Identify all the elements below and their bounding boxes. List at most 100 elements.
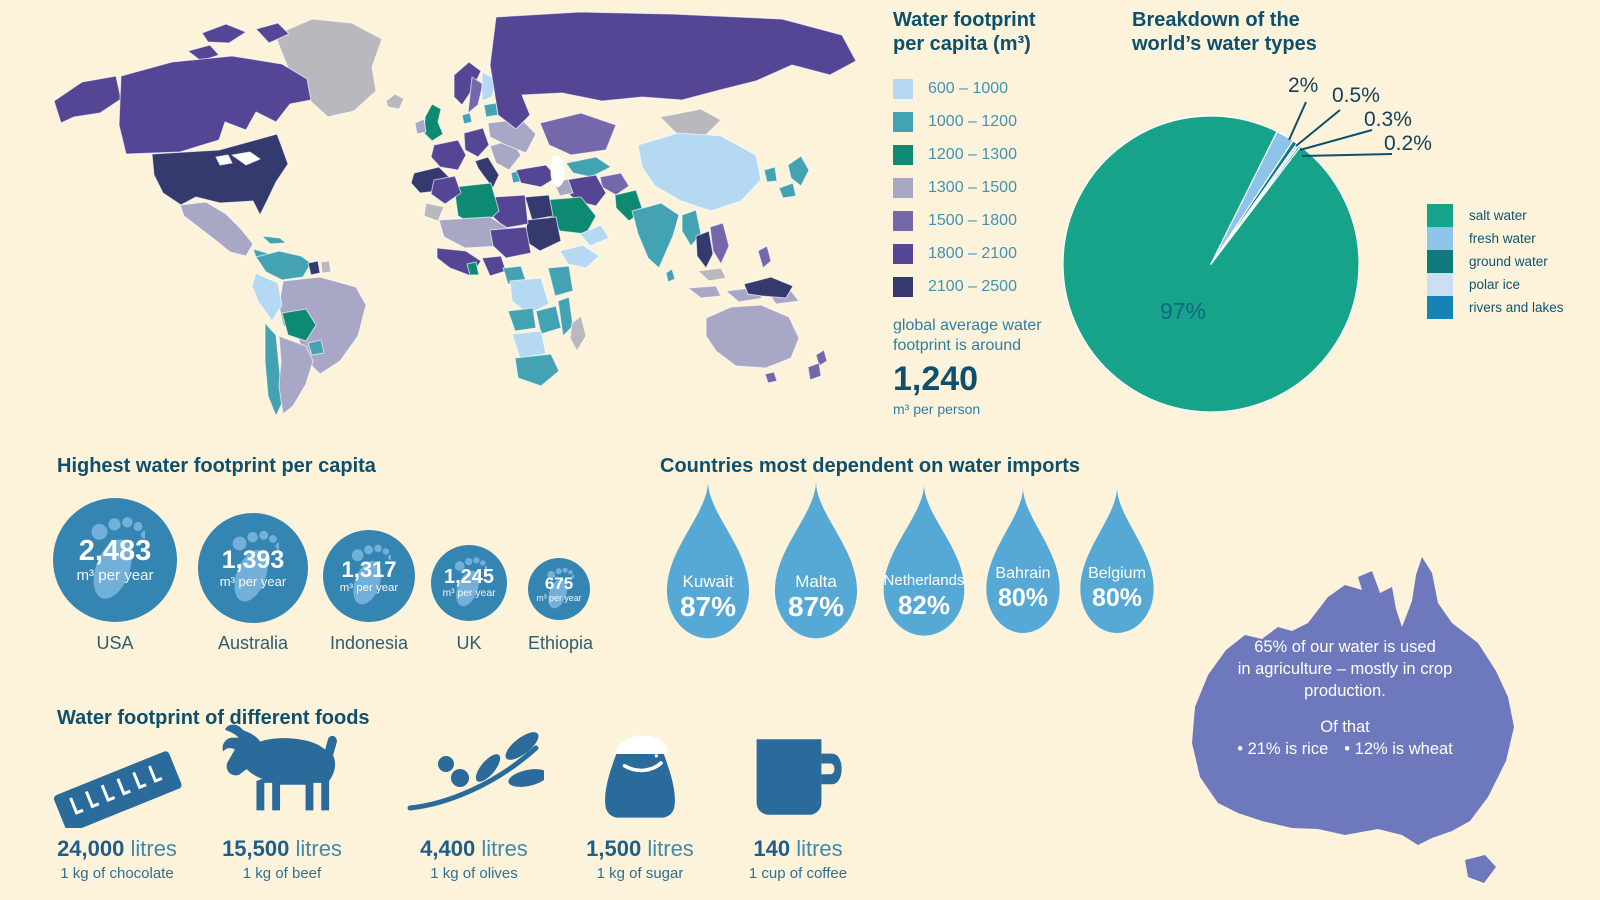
legend-swatch [1427,250,1453,273]
droplet-bahrain: Bahrain 80% [973,483,1073,643]
cow-icon [222,724,337,811]
footprint-country: USA [96,633,134,653]
footprint-value: 1,393 [221,546,285,575]
australia-map [1192,557,1514,883]
droplet-country: Malta [795,572,837,591]
coffee-mug-icon [756,739,842,815]
pie-callout-polar-ice: 0.3% [1364,108,1412,131]
legend-swatch [893,277,913,298]
food-item-olives: 4,400 litres 1 kg of olives [389,718,559,890]
footprint-value: 1,245 [443,566,495,588]
droplet-percent: 80% [1091,584,1143,612]
food-value: 4,400 litres [420,836,528,861]
food-value: 15,500 litres [222,836,342,861]
legend-swatch [893,211,913,232]
food-item-beef: 15,500 litres 1 kg of beef [197,718,367,890]
foods-heading: Water footprint of different foods [57,707,370,729]
legend-row: rivers and lakes [1427,296,1564,319]
footprint-icon [454,557,487,607]
footprints-heading: Highest water footprint per capita [57,455,376,477]
legend-row: 600 – 1000 [893,73,1113,106]
droplet-kuwait: Kuwait 87% [652,477,764,649]
droplet-percent: 80% [997,584,1049,612]
water-drop-icon [774,481,858,639]
footprint-unit: m³ per year [339,581,399,594]
legend-row: salt water [1427,204,1564,227]
legend-row: fresh water [1427,227,1564,250]
map-legend-rows: 600 – 1000 1000 – 1200 1200 – 1300 1300 … [893,73,1113,304]
food-per-label: 1 cup of coffee [748,865,848,882]
food-item-coffee: 140 litres 1 cup of coffee [723,718,873,890]
water-drop-icon [666,481,750,639]
legend-swatch [1427,227,1453,250]
legend-swatch [1427,273,1453,296]
legend-row: 1800 – 2100 [893,238,1113,271]
legend-swatch [893,145,913,166]
droplet-country: Bahrain [995,565,1051,582]
food-value: 140 litres [753,836,843,861]
legend-row: 1200 – 1300 [893,139,1113,172]
food-per-label: 1 kg of sugar [596,865,684,882]
countries [53,11,857,417]
footprint-value: 1,317 [341,557,397,583]
chocolate-bar-icon [53,751,182,828]
water-drop-icon [986,487,1060,633]
droplet-belgium: Belgium 80% [1067,483,1167,643]
water-types-pie-chart [1062,101,1393,413]
food-item-sugar: 1,500 litres 1 kg of sugar [565,718,715,890]
droplet-percent: 82% [897,590,951,620]
global-average-note: global average water footprint is around [893,316,1042,354]
olive-branch-icon [407,732,544,811]
food-per-label: 1 kg of olives [430,865,518,882]
footprint-circle-ethiopia: 675 m³ per year [528,558,590,620]
pie-legend: salt water fresh water ground water pola… [1427,204,1564,319]
legend-row: 1300 – 1500 [893,172,1113,205]
water-drop-icon [1080,487,1154,633]
footprint-circle-australia: 1,393 m³ per year [198,513,308,623]
legend-swatch [1427,296,1453,319]
pie-callout-lines [1288,101,1393,157]
footprint-circle-usa: 2,483 m³ per year [53,498,177,622]
legend-swatch [1427,204,1453,227]
legend-row: ground water [1427,250,1564,273]
pie-title: Breakdown of the world’s water types [1132,9,1317,56]
footprint-icon [351,544,391,605]
food-value: 1,500 litres [586,836,694,861]
food-item-chocolate: 24,000 litres 1 kg of chocolate [32,718,202,890]
footprint-icon [91,517,145,599]
footprint-icon [232,530,279,602]
droplet-percent: 87% [679,591,737,622]
legend-swatch [893,79,913,100]
legend-swatch [893,178,913,199]
food-value: 24,000 litres [57,836,177,861]
legend-swatch [893,244,913,265]
pie-callout-fresh-water: 2% [1288,74,1319,97]
legend-row: 1500 – 1800 [893,205,1113,238]
droplet-netherlands: Netherlands 82% [869,480,979,646]
global-average-unit: m³ per person [893,400,981,417]
droplet-malta: Malta 87% [760,477,872,649]
footprint-circle-indonesia: 1,317 m³ per year [323,530,415,622]
droplet-country: Kuwait [682,572,734,591]
footprint-country: UK [456,633,482,653]
map-legend-title: Water footprint per capita (m³) [893,9,1036,56]
legend-row: 1000 – 1200 [893,106,1113,139]
food-per-label: 1 kg of beef [242,865,322,882]
footprint-unit: m³ per year [76,566,154,584]
droplet-country: Netherlands [883,572,965,589]
footprint-country: Indonesia [329,633,409,653]
water-drop-icon [883,484,965,636]
tasmania-shape [1465,855,1496,883]
footprint-unit: m³ per year [219,573,287,589]
legend-row: 2100 – 2500 [893,271,1113,304]
footprint-unit: m³ per year [536,592,582,603]
legend-row: polar ice [1427,273,1564,296]
footprint-value: 2,483 [78,535,152,568]
world-choropleth-map [53,11,857,417]
pie-slices [1062,115,1360,413]
pie-callout-rivers-lakes: 0.2% [1384,132,1432,155]
imports-heading: Countries most dependent on water import… [660,455,1081,477]
footprint-icon [547,567,574,609]
food-per-label: 1 kg of chocolate [60,865,174,882]
